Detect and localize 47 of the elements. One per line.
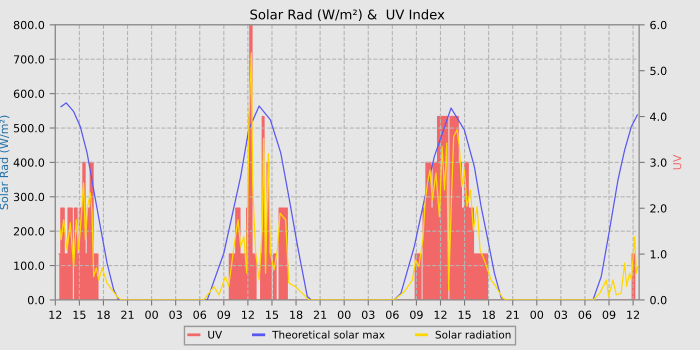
y2-tick-label: 1.0	[650, 250, 666, 258]
x-tick-label: 18	[482, 310, 495, 319]
y-tick-label: 500.0	[14, 124, 44, 132]
x-tick-label: 09	[217, 310, 230, 319]
y-tick-label: 200.0	[14, 227, 44, 236]
legend-label: Theoretical solar max	[272, 330, 385, 339]
y-tick-label: 800.0	[14, 20, 44, 30]
y-tick-label: 0.0	[28, 296, 44, 304]
x-tick-label: 00	[530, 310, 544, 319]
x-tick-label: 12	[242, 310, 254, 319]
x-tick-label: 12	[627, 310, 640, 319]
y-tick-label: 300.0	[14, 192, 44, 202]
x-tick-label: 09	[602, 310, 616, 319]
legend-label: UV	[208, 330, 222, 339]
x-tick-label: 03	[362, 310, 374, 319]
x-tick-label: 06	[578, 310, 592, 319]
y2-tick-label: 4.0	[650, 112, 666, 121]
y2-tick-label: 6.0	[650, 20, 666, 30]
y2-tick-label: 0.0	[650, 296, 666, 304]
x-tick-label: 12	[434, 310, 446, 319]
y2-tick-label: 3.0	[650, 158, 666, 167]
chart-title: Solar Rad (W/m²) & UV Index	[250, 9, 444, 22]
x-tick-label: 21	[121, 310, 134, 319]
legend-label: Solar radiation	[436, 330, 510, 339]
y-tick-label: 600.0	[14, 90, 44, 98]
x-tick-label: 21	[506, 310, 519, 319]
x-tick-label: 15	[458, 310, 471, 319]
y-tick-label: 400.0	[14, 158, 44, 167]
y2-axis-title: UV	[673, 154, 682, 170]
x-tick-label: 18	[98, 310, 110, 319]
x-tick-label: 15	[266, 310, 278, 319]
x-tick-label: 15	[74, 310, 86, 319]
x-tick-label: 06	[386, 310, 399, 319]
x-tick-label: 18	[290, 310, 302, 319]
y-tick-label: 700.0	[14, 55, 44, 64]
x-tick-label: 03	[554, 310, 568, 319]
y-axis-title: Solar Rad (W/m²)	[0, 116, 10, 210]
y2-tick-label: 5.0	[650, 66, 666, 76]
y2-tick-label: 2.0	[650, 204, 666, 213]
x-tick-label: 09	[410, 310, 423, 319]
x-tick-label: 03	[169, 310, 182, 319]
x-tick-label: 00	[338, 310, 351, 319]
x-tick-label: 12	[49, 310, 62, 319]
x-tick-label: 00	[145, 310, 158, 319]
x-tick-label: 21	[314, 310, 326, 319]
y-tick-label: 100.0	[14, 262, 44, 270]
x-tick-label: 06	[193, 310, 206, 319]
